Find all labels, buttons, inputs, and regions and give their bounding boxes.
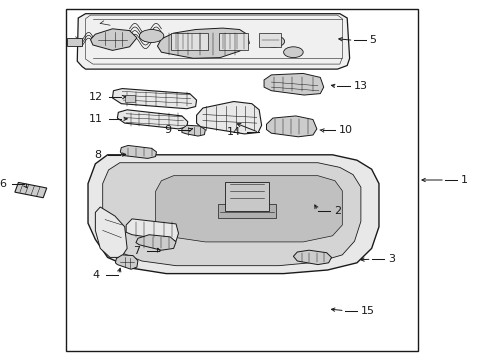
Polygon shape bbox=[90, 29, 137, 50]
Polygon shape bbox=[136, 235, 176, 250]
Polygon shape bbox=[182, 125, 205, 136]
Polygon shape bbox=[95, 207, 127, 257]
Bar bbox=[124, 95, 135, 102]
Text: 10: 10 bbox=[338, 125, 352, 135]
Bar bbox=[219, 33, 248, 50]
Bar bbox=[259, 33, 281, 47]
Text: 1: 1 bbox=[460, 175, 467, 185]
Ellipse shape bbox=[283, 47, 303, 58]
Text: 6: 6 bbox=[0, 179, 6, 189]
Bar bbox=[171, 33, 207, 50]
Polygon shape bbox=[77, 14, 349, 69]
Polygon shape bbox=[115, 255, 138, 269]
Text: 3: 3 bbox=[387, 254, 394, 264]
Polygon shape bbox=[293, 250, 331, 265]
Polygon shape bbox=[120, 145, 156, 158]
Polygon shape bbox=[112, 89, 196, 109]
Text: 11: 11 bbox=[88, 114, 102, 124]
Text: 7: 7 bbox=[133, 246, 140, 256]
Polygon shape bbox=[117, 110, 187, 129]
Bar bbox=[66, 9, 417, 351]
Polygon shape bbox=[266, 116, 316, 137]
Polygon shape bbox=[88, 155, 378, 274]
Polygon shape bbox=[155, 176, 342, 242]
Polygon shape bbox=[264, 73, 323, 95]
Bar bbox=[67, 38, 82, 46]
Bar bbox=[224, 182, 268, 211]
Text: 8: 8 bbox=[94, 150, 101, 160]
Text: 5: 5 bbox=[369, 35, 376, 45]
Polygon shape bbox=[15, 183, 47, 198]
Text: 13: 13 bbox=[353, 81, 367, 91]
Text: 12: 12 bbox=[88, 92, 102, 102]
Bar bbox=[217, 204, 276, 218]
Text: 4: 4 bbox=[92, 270, 100, 280]
Polygon shape bbox=[196, 102, 261, 134]
Text: 2: 2 bbox=[333, 206, 341, 216]
Polygon shape bbox=[102, 163, 360, 266]
Ellipse shape bbox=[139, 30, 163, 42]
Text: 9: 9 bbox=[163, 125, 171, 135]
Polygon shape bbox=[157, 28, 249, 58]
Polygon shape bbox=[126, 219, 178, 241]
Text: 14: 14 bbox=[226, 127, 240, 138]
Text: 15: 15 bbox=[360, 306, 374, 316]
Ellipse shape bbox=[263, 36, 284, 47]
